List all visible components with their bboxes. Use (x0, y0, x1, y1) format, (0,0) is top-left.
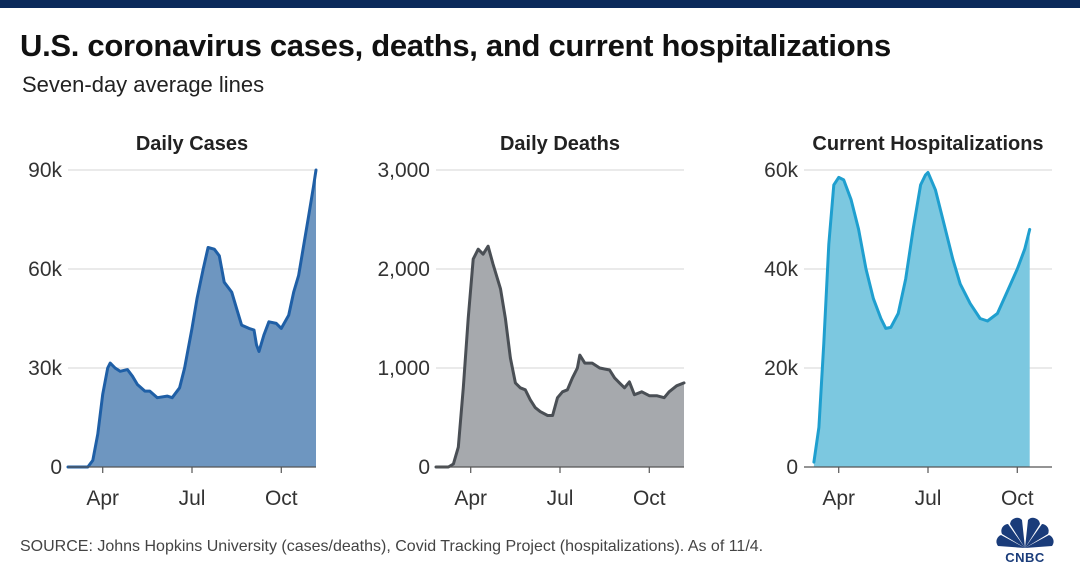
series-area (68, 170, 316, 467)
cnbc-logo: CNBC (994, 516, 1056, 566)
y-tick-label: 1,000 (377, 357, 430, 380)
y-tick-label: 60k (28, 258, 62, 281)
x-tick-label: Apr (454, 487, 487, 510)
source-note: SOURCE: Johns Hopkins University (cases/… (20, 538, 764, 555)
series-area (813, 172, 1030, 467)
chart-title: U.S. coronavirus cases, deaths, and curr… (20, 28, 891, 63)
x-tick-label: Jul (547, 487, 574, 510)
y-tick-label: 3,000 (377, 159, 430, 182)
x-tick-label: Oct (265, 487, 298, 510)
peacock-icon (996, 517, 1054, 548)
x-tick-label: Apr (86, 487, 119, 510)
series-area (436, 246, 684, 467)
y-tick-label: 30k (28, 357, 62, 380)
y-tick-label: 90k (28, 159, 62, 182)
series-line (66, 168, 318, 469)
panel-title: Current Hospitalizations (812, 133, 1043, 155)
x-tick-label: Jul (915, 487, 942, 510)
y-tick-label: 40k (764, 258, 798, 281)
y-tick-label: 60k (764, 159, 798, 182)
x-tick-label: Apr (822, 487, 855, 510)
logo-text: CNBC (1005, 550, 1045, 565)
y-tick-label: 0 (50, 456, 62, 479)
y-tick-label: 0 (786, 456, 798, 479)
top-accent-bar (0, 0, 1080, 8)
y-tick-label: 0 (418, 456, 430, 479)
panel-title: Daily Deaths (500, 133, 620, 155)
y-tick-label: 20k (764, 357, 798, 380)
series-line (434, 244, 686, 469)
chart-subtitle: Seven-day average lines (22, 72, 265, 97)
x-tick-label: Oct (633, 487, 666, 510)
panel-title: Daily Cases (136, 133, 248, 155)
series-line (812, 171, 1032, 464)
x-tick-label: Jul (179, 487, 206, 510)
y-tick-label: 2,000 (377, 258, 430, 281)
x-tick-label: Oct (1001, 487, 1034, 510)
